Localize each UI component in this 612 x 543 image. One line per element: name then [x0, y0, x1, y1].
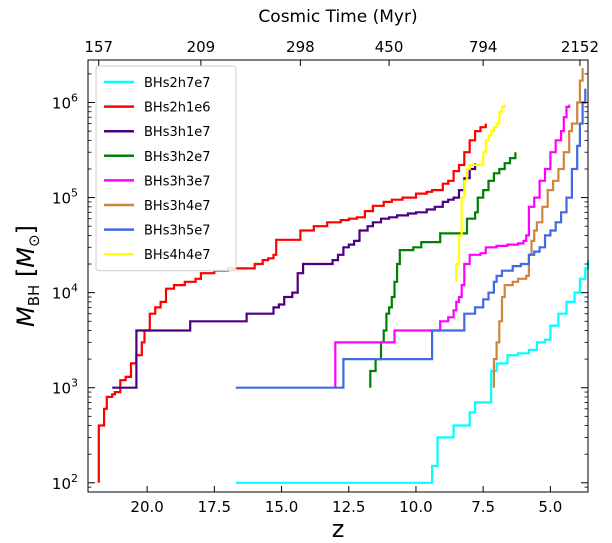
- x-tick-label-2: 15.0: [265, 498, 298, 516]
- y-tick-label-4: 106: [52, 92, 78, 113]
- plot-frame: [87, 59, 589, 493]
- series-line-6: [235, 88, 587, 389]
- y-title-unit-sub: ⊙: [25, 234, 43, 247]
- y-title-sub: BH: [25, 285, 43, 307]
- x-axis-title: z: [332, 515, 345, 543]
- x-tick-label-4: 10.0: [399, 498, 432, 516]
- series-line-4: [334, 104, 571, 388]
- top-tick-label-2: 298: [286, 38, 315, 56]
- legend-label-0: BHs2h7e7: [144, 76, 211, 91]
- legend-label-3: BHs3h2e7: [144, 150, 211, 165]
- x-tick-label-5: 7.5: [471, 498, 495, 516]
- x-tick-label-1: 17.5: [198, 498, 231, 516]
- y-tick-label-3: 105: [52, 187, 78, 208]
- series-line-3: [369, 152, 517, 388]
- y-tick-label-2: 104: [52, 282, 78, 303]
- series-line-7: [455, 104, 506, 282]
- top-tick-label-0: 157: [84, 38, 113, 56]
- legend-label-2: BHs3h1e7: [144, 125, 211, 140]
- legend-label-6: BHs3h5e7: [144, 224, 211, 239]
- x-ticks: 20.0 17.5 15.0 12.5 10.0 7.5 5.0: [130, 486, 562, 516]
- x-tick-label-3: 12.5: [332, 498, 365, 516]
- y-title-unit: M: [12, 247, 40, 268]
- legend-label-5: BHs3h4e7: [144, 199, 211, 214]
- legend-label-7: BHs4h4e7: [144, 248, 211, 263]
- y-ticks: 102 103 104 105 106: [52, 73, 588, 493]
- top-tick-label-3: 450: [375, 38, 404, 56]
- y-tick-label-1: 103: [52, 377, 78, 398]
- x-tick-label-0: 20.0: [130, 498, 163, 516]
- series-line-0: [235, 260, 590, 484]
- top-tick-label-5: 2152: [561, 38, 599, 56]
- y-axis-title: MBH [M⊙]: [12, 225, 43, 327]
- top-axis-title: Cosmic Time (Myr): [258, 7, 417, 27]
- series-line-2: [112, 163, 477, 389]
- series-line-5: [492, 68, 584, 388]
- y-title-close: ]: [12, 225, 40, 234]
- legend-label-4: BHs3h3e7: [144, 174, 211, 189]
- y-title-main: M: [12, 306, 40, 327]
- legend-box: [95, 65, 237, 272]
- legend: BHs2h7e7 BHs2h1e6 BHs3h1e7 BHs3h2e7 BHs3h3e7…: [95, 65, 237, 272]
- y-tick-label-0: 102: [52, 472, 78, 493]
- series-line-1: [97, 123, 487, 483]
- svg-text:MBH [M⊙]: MBH [M⊙]: [12, 225, 43, 327]
- y-title-open: [: [12, 268, 40, 285]
- plot-lines: [97, 68, 590, 484]
- x-tick-label-6: 5.0: [538, 498, 562, 516]
- top-tick-label-4: 794: [469, 38, 498, 56]
- top-ticks: 157 209 298 450 794 2152: [84, 38, 599, 66]
- legend-label-1: BHs2h1e6: [144, 101, 211, 116]
- top-tick-label-1: 209: [187, 38, 216, 56]
